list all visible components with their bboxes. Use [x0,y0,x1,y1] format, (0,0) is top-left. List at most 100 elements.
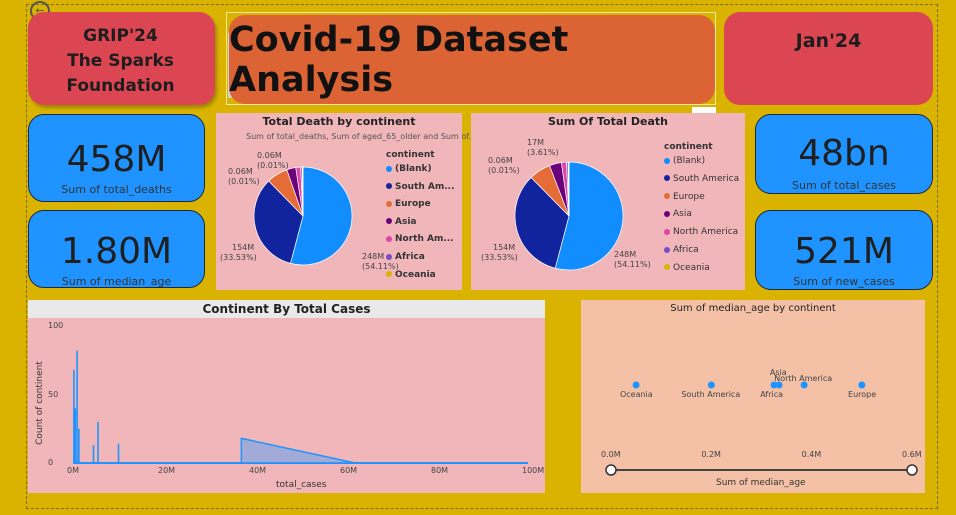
legend-title: continent [386,150,435,160]
legend-item-blank[interactable]: (Blank) [664,156,705,166]
kpi-median-age[interactable]: 1.80M Sum of median_age [28,210,205,288]
pie-slice-oceania[interactable] [567,161,570,217]
kpi-label: Sum of total_deaths [61,183,172,196]
org-line-1: GRIP'24 [83,26,158,46]
title-card: Covid-19 Dataset Analysis [229,15,715,104]
legend-dot-icon [664,210,670,217]
continent-by-total-cases-chart[interactable]: Count of continent total_cases 0M 20M 40M 6… [28,318,545,493]
kpi-total-deaths[interactable]: 458M Sum of total_deaths [28,114,205,202]
x-tick-label: 0.0M [601,450,621,459]
legend-item-north-america[interactable]: North Am... [386,234,454,244]
legend-label: Asia [673,209,692,220]
area-ramp[interactable] [240,437,356,464]
y-axis-title: Count of continent [34,361,45,445]
pie-slice-blank[interactable] [290,166,353,266]
legend-item-oceania[interactable]: Oceania [386,270,436,280]
pie-slice-south-america[interactable] [514,176,570,269]
scatter-point[interactable] [632,381,640,389]
legend-label: Asia [395,216,417,227]
legend-item-south-america[interactable]: South Am... [386,182,455,192]
legend-label: Africa [673,245,699,255]
label-south-america: 154M (33.53%) [481,243,518,262]
scatter-point[interactable] [770,381,778,389]
scatter-point[interactable] [707,381,715,389]
sum-of-total-death-chart[interactable]: Sum Of Total Death 17M (3.61%) 0.06M (0.01… [471,113,745,290]
label-europe: 0.06M (0.01%) [488,156,520,175]
legend-label: North Am... [395,234,454,245]
legend-dot-icon [386,253,392,260]
kpi-value: 458M [66,139,167,180]
x-tick-label: 0.2M [701,450,721,459]
legend-item-africa[interactable]: Africa [386,252,425,262]
scatter-chart [605,381,918,476]
legend-dot-icon [664,228,670,235]
legend-title: continent [664,142,713,152]
legend-label: Oceania [395,269,436,280]
legend-item-north-america[interactable]: North America [664,227,738,237]
label-blank: 248M (54.11%) [614,250,651,269]
legend-item-asia[interactable]: Asia [386,217,416,227]
y-tick-label: 0 [48,458,54,467]
kpi-new-cases[interactable]: 521M Sum of new_cases [755,210,933,290]
org-line-2: The Sparks [67,51,174,71]
title-selection-box[interactable]: Covid-19 Dataset Analysis [226,12,716,105]
legend-item-oceania[interactable]: Oceania [664,263,710,273]
org-line-3: Foundation [66,76,175,96]
label-asia: 17M (3.61%) [527,138,559,157]
pie-chart-1 [253,166,353,266]
kpi-total-cases[interactable]: 48bn Sum of total_cases [755,114,933,194]
legend-label: (Blank) [395,164,432,174]
area-chart [73,350,528,464]
total-death-by-continent-chart[interactable]: Total Death by continent Sum of total_de… [216,113,476,290]
x-tick-label: 100M [522,466,545,475]
legend-item-blank[interactable]: (Blank) [386,164,432,174]
x-tick-label: 80M [431,466,449,475]
organization-card: GRIP'24 The Sparks Foundation [28,12,234,105]
point-label: Europe [848,390,877,399]
legend-dot-icon [386,271,392,278]
legend-label: (Blank) [673,156,706,166]
legend-item-south-america[interactable]: South America [664,174,739,184]
label-blank: 248M (54.11%) [362,252,399,271]
x-tick-label: 0.6M [902,450,922,459]
legend-label: Africa [395,252,425,262]
organization-name: GRIP'24 The Sparks Foundation [28,24,213,99]
legend-dot-icon [664,246,670,253]
slider-handle[interactable] [906,464,918,476]
label-south-america: 154M (33.53%) [220,243,257,262]
point-label: North America [774,374,833,383]
scatter-point[interactable] [800,381,808,389]
chart-title: Total Death by continent [262,115,416,128]
pie-chart-2 [514,161,624,271]
legend-item-africa[interactable]: Africa [664,245,699,255]
x-tick-label: 40M [249,466,267,475]
legend-label: Oceania [673,262,710,273]
legend-item-asia[interactable]: Asia [664,209,692,219]
pie-slice-oceania[interactable] [301,166,304,217]
legend-label: South Am... [395,181,455,192]
y-tick-label: 100 [48,321,64,330]
x-axis-title: total_cases [276,480,327,490]
point-label: Asia [769,368,787,377]
legend-dot-icon [386,183,392,190]
point-label: South America [681,390,741,399]
legend-item-europe[interactable]: Europe [386,199,431,209]
legend-dot-icon [386,165,392,172]
pie-slice-blank[interactable] [554,161,624,271]
median-age-by-continent-chart[interactable]: Sum of median_age by continent Sum of me… [581,300,925,493]
label-europe: 0.06M (0.01%) [228,167,260,186]
date-label: Jan'24 [795,30,862,52]
slider-handle[interactable] [605,464,617,476]
legend-item-europe[interactable]: Europe [664,192,705,202]
chart-title: Sum of median_age by continent [670,303,836,314]
kpi-value: 521M [794,231,894,272]
x-tick-label: 0.4M [801,450,822,459]
pie-slice-south-america[interactable] [253,180,304,264]
resize-handle[interactable] [692,107,716,113]
legend-label: South America [673,173,740,184]
scatter-point[interactable] [858,381,866,389]
x-tick-label: 0M [67,466,79,475]
scatter-point[interactable] [775,381,783,389]
y-tick-label: 50 [48,389,59,399]
x-tick-label: 20M [158,466,176,475]
